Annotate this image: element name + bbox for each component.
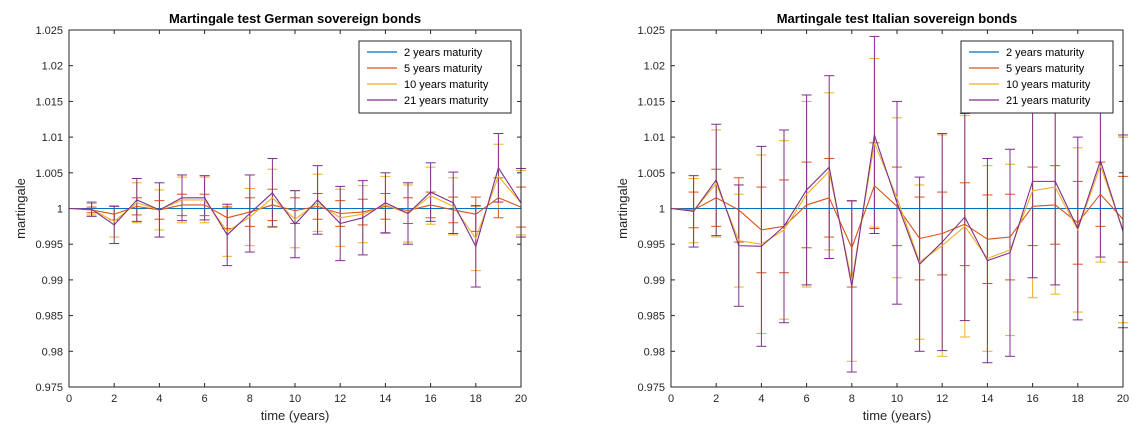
axes-box [670, 29, 1124, 388]
y-tick-label: 0.99 [42, 275, 63, 287]
y-tick-label: 1.015 [637, 96, 665, 108]
y-tick-label: 1.025 [35, 25, 63, 37]
x-axis-label: time (years) [261, 408, 330, 423]
y-tick-label: 1.02 [42, 61, 63, 73]
x-tick-label: 16 [1026, 393, 1038, 405]
y-tick-label: 1.01 [644, 132, 665, 144]
y-tick-label: 1.005 [637, 168, 665, 180]
y-tick-label: 1.005 [35, 168, 63, 180]
x-tick-label: 18 [470, 393, 482, 405]
y-tick-label: 1.015 [35, 96, 63, 108]
y-tick-label: 0.975 [637, 382, 665, 394]
chart-german: Martingale test German sovereign bonds ti… [13, 11, 527, 423]
x-tick-label: 10 [289, 393, 301, 405]
x-tick-label: 6 [202, 393, 208, 405]
x-tick-label: 4 [758, 393, 764, 405]
y-tick-label: 0.99 [644, 275, 665, 287]
axes-box [68, 29, 522, 388]
y-tick-label: 0.985 [35, 311, 63, 323]
legend-label: 2 years maturity [1006, 47, 1085, 59]
x-tick-label: 0 [66, 393, 72, 405]
y-tick-label: 1 [659, 204, 665, 216]
y-tick-label: 1 [57, 204, 63, 216]
x-tick-label: 6 [804, 393, 810, 405]
x-tick-label: 14 [981, 393, 993, 405]
x-tick-label: 12 [936, 393, 948, 405]
x-tick-label: 20 [1117, 393, 1129, 405]
x-tick-label: 12 [334, 393, 346, 405]
legend: 2 years maturity 5 years maturity 10 years… [960, 40, 1114, 114]
y-tick-label: 0.98 [42, 346, 63, 358]
y-tick-label: 0.995 [637, 239, 665, 251]
legend-box [358, 40, 512, 114]
chart-title: Martingale test Italian sovereign bonds [777, 11, 1018, 26]
x-axis-label: time (years) [863, 408, 932, 423]
legend-label: 10 years maturity [1006, 79, 1091, 91]
y-tick-label: 0.985 [637, 311, 665, 323]
y-tick-label: 1.01 [42, 132, 63, 144]
y-tick-label: 1.02 [644, 61, 665, 73]
x-tick-label: 2 [713, 393, 719, 405]
legend-label: 5 years maturity [1006, 63, 1085, 75]
x-tick-label: 16 [424, 393, 436, 405]
y-tick-label: 0.98 [644, 346, 665, 358]
legend-label: 10 years maturity [404, 79, 489, 91]
legend: 2 years maturity 5 years maturity 10 years… [358, 40, 512, 114]
legend-box [960, 40, 1114, 114]
legend-label: 21 years maturity [404, 95, 489, 107]
legend-label: 5 years maturity [404, 63, 483, 75]
x-tick-label: 2 [111, 393, 117, 405]
x-tick-label: 20 [515, 393, 527, 405]
x-tick-label: 0 [668, 393, 674, 405]
y-tick-label: 0.975 [35, 382, 63, 394]
y-tick-label: 1.025 [637, 25, 665, 37]
y-axis-label: martingale [615, 178, 630, 239]
x-tick-label: 8 [247, 393, 253, 405]
x-tick-label: 4 [156, 393, 162, 405]
y-tick-label: 0.995 [35, 239, 63, 251]
x-tick-label: 18 [1072, 393, 1084, 405]
y-axis-label: martingale [13, 178, 28, 239]
x-tick-label: 14 [379, 393, 391, 405]
chart-italian: Martingale test Italian sovereign bonds t… [615, 11, 1129, 423]
chart-title: Martingale test German sovereign bonds [169, 11, 421, 26]
x-tick-label: 8 [849, 393, 855, 405]
legend-label: 2 years maturity [404, 47, 483, 59]
x-tick-label: 10 [891, 393, 903, 405]
legend-label: 21 years maturity [1006, 95, 1091, 107]
